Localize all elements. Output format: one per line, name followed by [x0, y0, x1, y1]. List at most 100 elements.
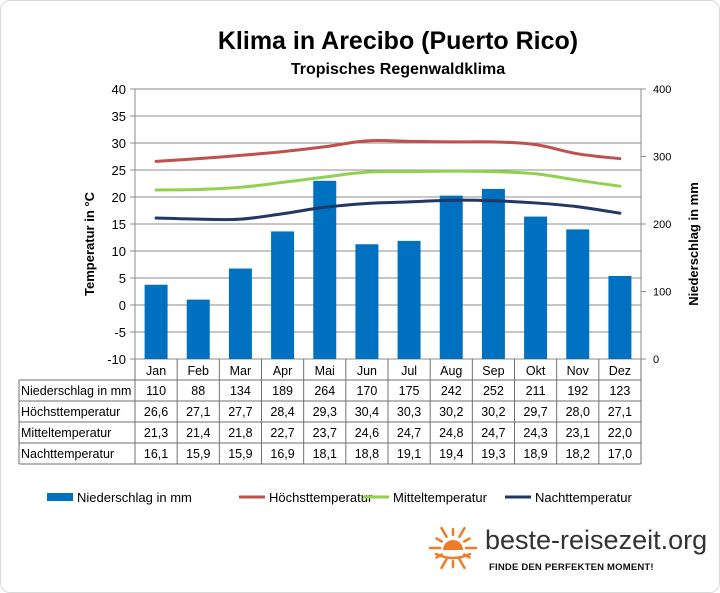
- table-cell: 23,1: [566, 426, 590, 440]
- table-cell: 242: [441, 384, 462, 398]
- table-cell: 22,0: [608, 426, 632, 440]
- bar-niederschlag: [313, 180, 337, 359]
- table-cell: 24,8: [439, 426, 463, 440]
- logo-text: beste-reisezeit.org: [485, 525, 707, 555]
- sun-ray: [440, 526, 448, 538]
- table-cell: 21,8: [228, 426, 252, 440]
- table-cell: 88: [191, 384, 205, 398]
- table-cell: 19,3: [481, 447, 505, 461]
- legend-label: Mitteltemperatur: [393, 490, 488, 505]
- x-tick-label: Sep: [482, 364, 504, 378]
- table-row-header: Nachttemperatur: [21, 447, 114, 461]
- bar-niederschlag: [481, 188, 505, 359]
- table-cell: 211: [526, 384, 546, 398]
- table-cell: 18,8: [355, 447, 379, 461]
- y-right-axis-label: Niederschlag in mm: [686, 182, 701, 306]
- x-tick-label: Jun: [357, 364, 377, 378]
- table-cell: 24,7: [481, 426, 505, 440]
- table-cell: 24,7: [397, 426, 421, 440]
- table-cell: 189: [272, 384, 293, 398]
- bar-niederschlag: [608, 275, 632, 359]
- table-cell: 27,1: [186, 405, 210, 419]
- x-tick-label: Apr: [273, 364, 292, 378]
- logo-tagline: FINDE DEN PERFEKTEN MOMENT!: [489, 562, 654, 573]
- table-cell: 24,3: [523, 426, 547, 440]
- bar-niederschlag: [144, 284, 168, 359]
- table-cell: 22,7: [270, 426, 294, 440]
- y-left-tick-label: 25: [112, 163, 126, 178]
- x-tick-label: Jan: [146, 364, 166, 378]
- bar-niederschlag: [439, 195, 463, 359]
- plot-area: -10-505101520253035400100200300400Temper…: [82, 82, 701, 367]
- x-tick-label: Mai: [315, 364, 335, 378]
- legend-swatch: [47, 493, 73, 501]
- sun-disc: [443, 540, 463, 550]
- table-cell: 29,7: [523, 405, 547, 419]
- table-row-header: Niederschlag in mm: [21, 384, 131, 398]
- table-cell: 192: [567, 384, 588, 398]
- sun-wave: [434, 552, 472, 560]
- y-left-tick-label: 40: [112, 82, 126, 97]
- table-cell: 23,7: [313, 426, 337, 440]
- y-left-tick-label: 35: [112, 109, 126, 124]
- sun-ray: [435, 537, 443, 543]
- y-left-tick-label: 20: [112, 190, 126, 205]
- x-tick-label: Nov: [567, 364, 590, 378]
- table-row-header: Höchsttemperatur: [21, 405, 120, 419]
- table-cell: 15,9: [186, 447, 210, 461]
- table-cell: 26,6: [144, 405, 168, 419]
- sun-ray: [458, 558, 466, 570]
- table-cell: 30,4: [355, 405, 379, 419]
- legend: Niederschlag in mm Höchsttemperatur Mittel…: [47, 490, 632, 505]
- table-cell: 28,4: [270, 405, 294, 419]
- table-cell: 27,7: [228, 405, 252, 419]
- chart-subtitle: Tropisches Regenwaldklima: [291, 61, 505, 78]
- table-cell: 19,1: [397, 447, 421, 461]
- table-cell: 123: [609, 384, 630, 398]
- table-cell: 16,1: [144, 447, 168, 461]
- table-cell: 252: [483, 384, 504, 398]
- table-cell: 18,9: [523, 447, 547, 461]
- table-cell: 30,2: [481, 405, 505, 419]
- table-cell: 28,0: [566, 405, 590, 419]
- table-cell: 27,1: [608, 405, 632, 419]
- line-nachttemperatur: [154, 198, 622, 222]
- table-cell: 30,3: [397, 405, 421, 419]
- x-tick-label: Aug: [440, 364, 462, 378]
- bar-niederschlag: [524, 216, 548, 359]
- y-left-tick-label: 10: [112, 244, 126, 259]
- y-left-tick-label: 15: [112, 217, 126, 232]
- legend-label: Höchsttemperatur: [269, 490, 373, 505]
- table-cell: 16,9: [270, 447, 294, 461]
- y-right-tick-label: 200: [653, 219, 671, 231]
- table-cell: 134: [230, 384, 251, 398]
- table-cell: 18,2: [566, 447, 590, 461]
- bar-niederschlag: [186, 299, 210, 359]
- y-left-tick-label: -10: [107, 352, 126, 367]
- table-cell: 170: [356, 384, 377, 398]
- x-tick-label: Mar: [230, 364, 252, 378]
- y-right-tick-label: 300: [653, 152, 671, 164]
- line-mitteltemperatur: [154, 169, 622, 192]
- chart-title: Klima in Arecibo (Puerto Rico): [218, 27, 578, 55]
- y-right-tick-label: 0: [653, 354, 659, 366]
- x-tick-label: Dez: [609, 364, 631, 378]
- legend-label: Nachttemperatur: [535, 490, 632, 505]
- line-höchsttemperatur: [154, 138, 622, 163]
- table-cell: 30,2: [439, 405, 463, 419]
- sun-icon: [428, 526, 478, 570]
- site-logo[interactable]: beste-reisezeit.org FINDE DEN PERFEKTEN …: [428, 525, 707, 573]
- bar-niederschlag: [271, 231, 295, 359]
- y-left-tick-label: 30: [112, 136, 126, 151]
- bar-niederschlag: [228, 268, 252, 359]
- table-cell: 264: [314, 384, 335, 398]
- legend-label: Niederschlag in mm: [77, 490, 192, 505]
- sun-ray: [458, 526, 466, 538]
- table-cell: 18,1: [313, 447, 337, 461]
- y-right-tick-label: 400: [653, 84, 671, 96]
- x-tick-label: Okt: [526, 364, 546, 378]
- table-cell: 21,4: [186, 426, 210, 440]
- table-cell: 15,9: [228, 447, 252, 461]
